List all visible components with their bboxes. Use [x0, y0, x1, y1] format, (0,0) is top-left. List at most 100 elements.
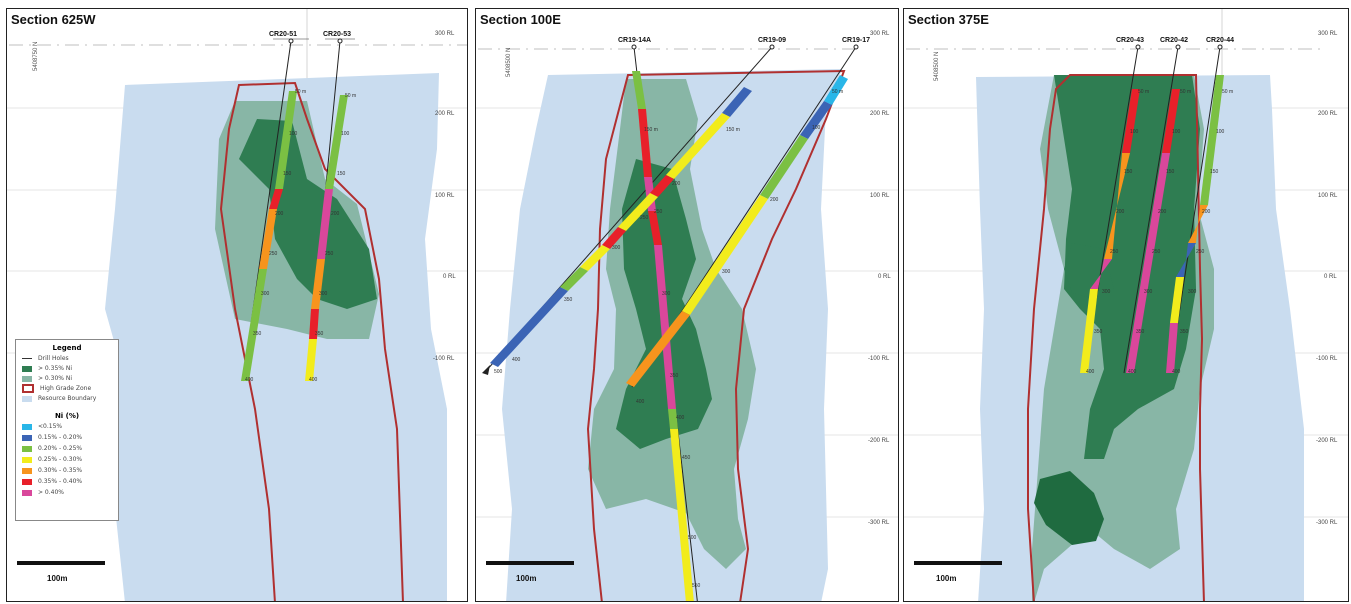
scale-bar	[486, 561, 574, 565]
section-title: Section 375E	[908, 12, 989, 27]
depth-label: 300	[1188, 289, 1197, 295]
northing-label: 5408500 N	[934, 52, 940, 81]
depth-label: 250	[1196, 249, 1205, 255]
swatch	[22, 434, 32, 441]
high-grade-zone	[219, 81, 404, 601]
hole-label: CR20-42	[1160, 37, 1188, 44]
depth-label: 100	[1172, 129, 1181, 135]
depth-label: 150	[337, 171, 346, 177]
swatch	[22, 489, 32, 496]
legend-item: > 0.40%	[22, 488, 64, 497]
legend-item: 0.15% - 0.20%	[22, 433, 82, 442]
depth-label: 300	[1144, 289, 1153, 295]
legend-item: Resource Boundary	[22, 394, 96, 403]
hole-label: CR20-51	[269, 31, 297, 38]
high-grade-zone	[586, 69, 846, 601]
swatch-box	[22, 384, 34, 393]
depth-label: 550	[692, 583, 701, 589]
swatch	[22, 375, 32, 382]
rl-label: 200 RL	[435, 111, 455, 117]
depth-label: 150 m	[644, 127, 658, 133]
rl-label: 100 RL	[870, 193, 890, 199]
swatch	[22, 467, 32, 474]
rl-label: -300 RL	[868, 520, 890, 526]
scale-bar	[17, 561, 105, 565]
rl-label: -200 RL	[1316, 438, 1338, 444]
legend-item: 0.20% - 0.25%	[22, 444, 82, 453]
depth-label: 150	[1124, 169, 1133, 175]
depth-label: 150	[1166, 169, 1175, 175]
rl-label: -300 RL	[1316, 520, 1338, 526]
depth-label: 200	[275, 211, 284, 217]
rl-label: -100 RL	[868, 356, 890, 362]
depth-label: 350	[1180, 329, 1189, 335]
depth-label: 250	[269, 251, 278, 257]
legend-item: <0.15%	[22, 422, 62, 431]
hole-label: CR20-43	[1116, 37, 1144, 44]
rl-label: 300 RL	[1318, 31, 1338, 37]
section-375e-drawing: CR20-43 CR20-42 CR20-44 5408500 N 300 RL…	[904, 9, 1348, 601]
depth-label: 50 m	[1138, 89, 1149, 95]
depth-label: 100	[812, 125, 821, 131]
depth-label: 350	[670, 373, 679, 379]
rl-label: 0 RL	[878, 274, 891, 280]
depth-label: 450	[682, 455, 691, 461]
depth-label: 50 m	[1180, 89, 1191, 95]
swatch	[22, 365, 32, 372]
depth-label: 350	[253, 331, 262, 337]
rl-label: -200 RL	[868, 438, 890, 444]
rl-label: 100 RL	[435, 193, 455, 199]
hole-label: CR20-53	[323, 31, 351, 38]
section-375e-panel: CR20-43 CR20-42 CR20-44 5408500 N 300 RL…	[903, 8, 1349, 602]
hole-label: CR20-44	[1206, 37, 1234, 44]
depth-label: 300	[319, 291, 328, 297]
depth-label: 100	[1216, 129, 1225, 135]
depth-label: 50 m	[295, 89, 306, 95]
legend-item: > 0.30% Ni	[22, 374, 72, 383]
swatch	[22, 478, 32, 485]
depth-label: 150	[283, 171, 292, 177]
depth-label: 200	[770, 197, 779, 203]
swatch	[22, 423, 32, 430]
rl-label: 300 RL	[870, 31, 890, 37]
hole-label: CR19-17	[842, 37, 870, 44]
depth-label: 300	[1102, 289, 1111, 295]
depth-label: 300	[612, 245, 621, 251]
legend-item: > 0.35% Ni	[22, 364, 72, 373]
depth-label: 250	[1152, 249, 1161, 255]
rl-label: 0 RL	[443, 274, 456, 280]
depth-label: 400	[1172, 369, 1181, 375]
rl-label: 200 RL	[870, 111, 890, 117]
depth-label: 400	[1086, 369, 1095, 375]
depth-label: 200	[1202, 209, 1211, 215]
swatch	[22, 445, 32, 452]
depth-label: 150	[1210, 169, 1219, 175]
section-title: Section 625W	[11, 12, 96, 27]
legend-title: Legend	[52, 344, 82, 352]
depth-label: 350	[1136, 329, 1145, 335]
rl-label: 100 RL	[1318, 193, 1338, 199]
swatch	[22, 395, 32, 402]
hole-label: CR19-14A	[618, 37, 651, 44]
depth-label: 200	[1116, 209, 1125, 215]
depth-label: 500	[688, 535, 697, 541]
depth-label: 350	[564, 297, 573, 303]
section-100e-drawing: CR19-14A CR19-09 CR19-17 5408500 N 300 R…	[476, 31, 898, 601]
legend-item: High Grade Zone	[22, 384, 91, 393]
drill-hole-symbol	[22, 358, 32, 359]
depth-label: 400	[1128, 369, 1137, 375]
depth-label: 50 m	[1222, 89, 1233, 95]
depth-label: 400	[676, 415, 685, 421]
northing-label: 5408750 N	[33, 42, 39, 71]
depth-label: 250	[654, 209, 663, 215]
depth-label: 300	[722, 269, 731, 275]
scale-label: 100m	[936, 574, 957, 583]
depth-label: 50 m	[832, 89, 843, 95]
depth-label: 400	[636, 399, 645, 405]
rl-label: 200 RL	[1318, 111, 1338, 117]
rl-label: 0 RL	[1324, 274, 1337, 280]
ni-legend-title: Ni (%)	[54, 412, 80, 420]
legend-item: 0.30% - 0.35%	[22, 466, 82, 475]
ni-035-zone-left	[1064, 243, 1114, 299]
scale-label: 100m	[516, 574, 537, 583]
